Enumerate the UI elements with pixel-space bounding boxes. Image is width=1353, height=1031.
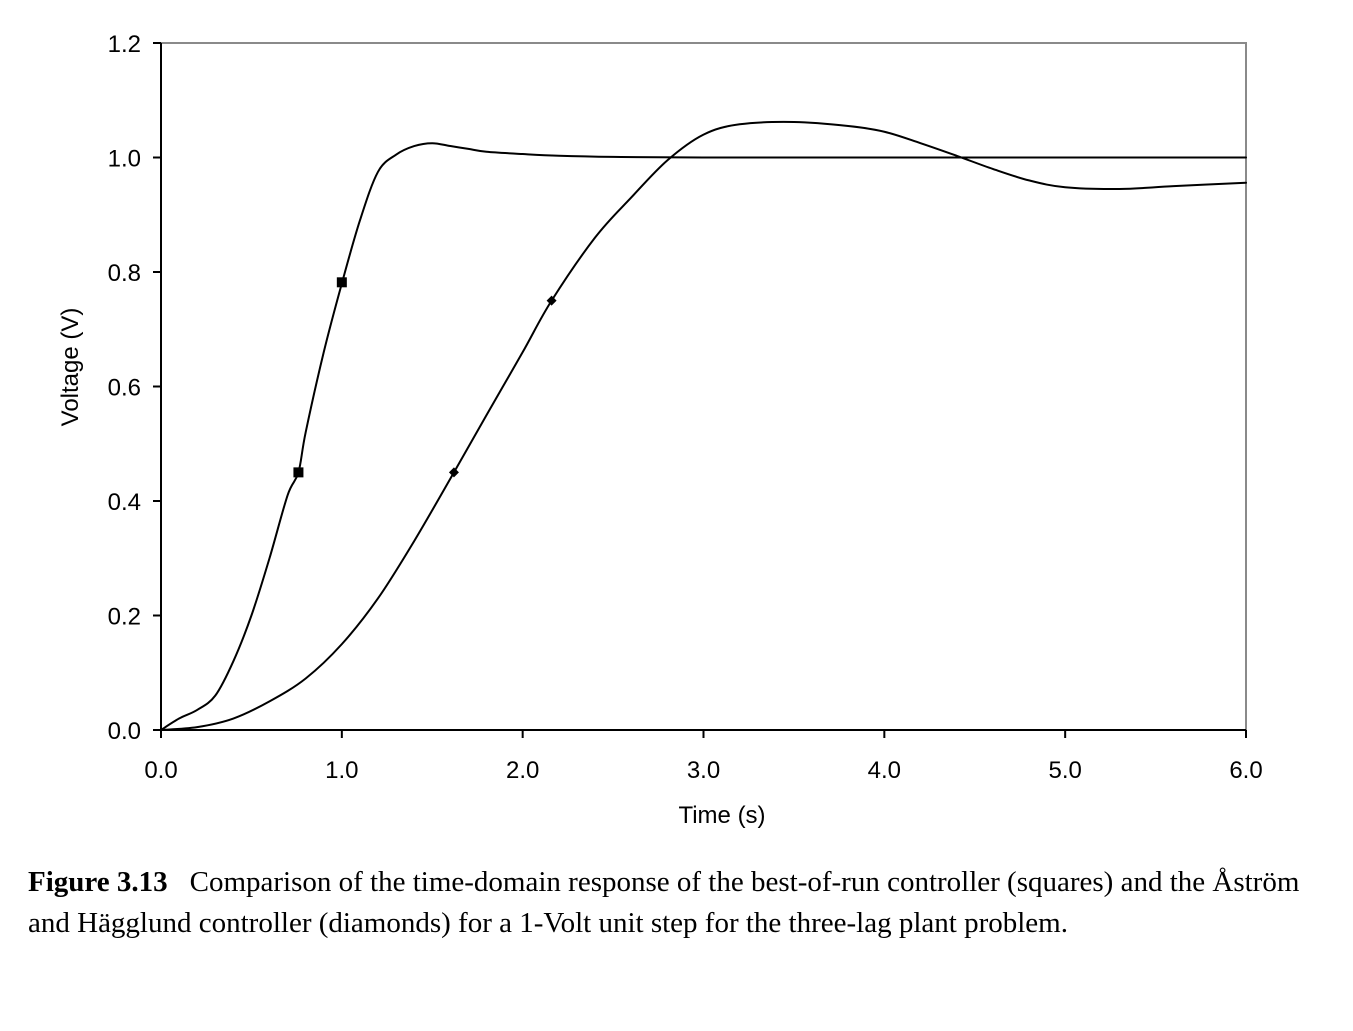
diamond-marker xyxy=(546,295,557,306)
diamond-marker xyxy=(448,467,459,478)
square-marker xyxy=(336,277,347,288)
figure-caption: Figure 3.13 Comparison of the time-domain… xyxy=(28,862,1328,944)
x-axis-label: Time (s) xyxy=(678,802,765,829)
y-tick-label: 1.2 xyxy=(108,31,141,58)
square-marker xyxy=(293,467,304,478)
x-tick-label: 3.0 xyxy=(687,757,720,784)
series-line-square xyxy=(160,142,1247,731)
step-response-chart: 0.0 1.0 2.0 3.0 4.0 5.0 6.0 0.0 0.2 0.4 0.6 0.8 1.0 1… xyxy=(57,31,1263,829)
x-tick-label: 6.0 xyxy=(1229,757,1262,784)
y-tick-label: 0.2 xyxy=(108,604,141,631)
y-tick-label: 0.8 xyxy=(108,260,141,287)
y-tick-label: 1.0 xyxy=(108,146,141,173)
series-line-diamond xyxy=(160,120,1247,731)
y-tick-label: 0.6 xyxy=(108,375,141,402)
x-tick-label: 1.0 xyxy=(325,757,358,784)
y-tick-label: 0.0 xyxy=(108,718,141,745)
marker-layer xyxy=(293,277,557,478)
figure-number: Figure 3.13 xyxy=(28,866,168,898)
caption-text: Comparison of the time-domain response o… xyxy=(28,866,1300,939)
x-tick-label: 5.0 xyxy=(1048,757,1081,784)
plot-frame xyxy=(160,42,1247,731)
axes: 0.0 1.0 2.0 3.0 4.0 5.0 6.0 0.0 0.2 0.4 0.6 0.8 1.0 1… xyxy=(108,31,1263,784)
y-axis-label: Voltage (V) xyxy=(57,308,84,427)
x-tick-label: 4.0 xyxy=(868,757,901,784)
series-layer xyxy=(160,120,1247,731)
x-tick-label: 2.0 xyxy=(506,757,539,784)
x-tick-label: 0.0 xyxy=(144,757,177,784)
y-tick-label: 0.4 xyxy=(108,489,141,516)
